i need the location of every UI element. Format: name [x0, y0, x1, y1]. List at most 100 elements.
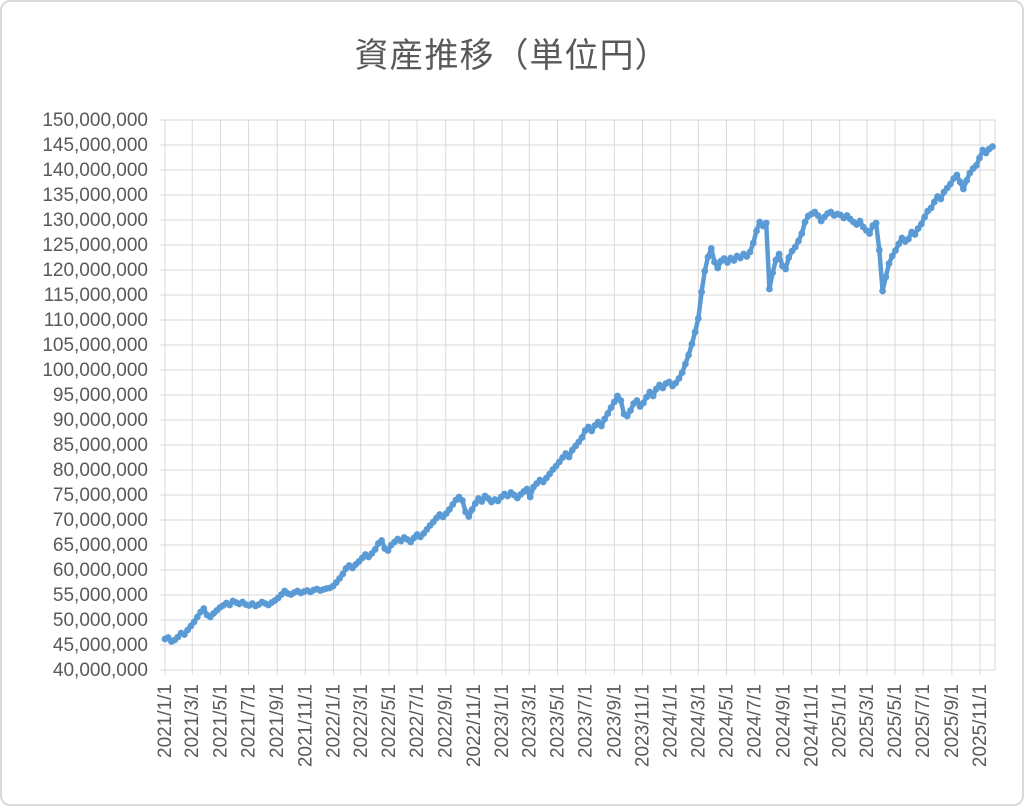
y-tick-label: 110,000,000: [44, 310, 148, 331]
data-point: [610, 398, 618, 406]
data-point: [378, 537, 385, 544]
data-point: [872, 219, 880, 227]
data-point: [578, 434, 586, 441]
data-point: [446, 506, 453, 513]
y-tick-label: 40,000,000: [53, 660, 148, 681]
x-tick-label: 2025/3/1: [857, 684, 878, 758]
data-point: [523, 485, 531, 493]
data-point: [960, 185, 967, 193]
data-point: [882, 273, 890, 281]
x-tick-label: 2022/7/1: [407, 684, 428, 758]
y-tick-label: 60,000,000: [53, 560, 148, 581]
data-point: [649, 392, 657, 400]
data-point: [459, 497, 466, 504]
y-tick-label: 65,000,000: [53, 535, 148, 556]
x-tick-label: 2023/9/1: [604, 684, 625, 758]
x-tick-label: 2022/5/1: [379, 684, 400, 758]
data-point: [930, 198, 938, 206]
x-tick-label: 2023/3/1: [519, 684, 540, 758]
data-point: [643, 393, 650, 401]
data-point: [892, 247, 899, 254]
data-point: [698, 288, 705, 296]
x-tick-label: 2025/5/1: [885, 684, 906, 758]
data-point: [682, 360, 689, 368]
x-tick-label: 2022/11/1: [464, 684, 485, 767]
data-point: [866, 230, 873, 237]
data-point: [190, 618, 198, 626]
y-tick-label: 105,000,000: [42, 335, 148, 356]
data-point: [714, 264, 722, 272]
data-point: [685, 351, 692, 359]
data-point: [963, 177, 970, 184]
data-point: [875, 246, 883, 254]
data-point: [905, 235, 912, 243]
data-point: [856, 217, 864, 225]
data-point: [749, 239, 757, 247]
data-point: [678, 369, 686, 376]
y-tick-label: 135,000,000: [42, 185, 148, 206]
data-point: [701, 267, 709, 275]
data-point: [604, 410, 612, 417]
y-tick-label: 75,000,000: [53, 485, 148, 506]
data-point: [465, 513, 473, 520]
data-point: [707, 245, 715, 252]
x-tick-label: 2022/1/1: [324, 684, 345, 758]
data-point: [766, 285, 773, 293]
y-tick-label: 100,000,000: [42, 360, 148, 381]
x-tick-label: 2021/3/1: [182, 684, 203, 758]
data-point: [339, 570, 347, 578]
data-point: [193, 613, 201, 621]
data-point: [588, 427, 596, 435]
data-point: [888, 252, 896, 260]
data-point: [762, 219, 770, 227]
data-point: [801, 218, 809, 226]
x-tick-label: 2025/7/1: [913, 684, 934, 758]
data-point: [200, 605, 208, 612]
x-tick-label: 2023/7/1: [576, 684, 597, 758]
data-point: [798, 230, 806, 237]
data-point: [640, 399, 647, 407]
x-tick-label: 2021/1/1: [155, 684, 176, 758]
data-point: [795, 237, 802, 245]
data-point: [918, 220, 925, 228]
data-point: [694, 315, 702, 322]
data-point: [791, 243, 799, 251]
data-point: [953, 171, 961, 179]
y-tick-label: 130,000,000: [42, 210, 148, 231]
data-point: [607, 404, 615, 411]
chart-title: 資産推移（単位円）: [354, 37, 670, 75]
y-tick-label: 45,000,000: [53, 635, 148, 656]
y-tick-label: 80,000,000: [53, 460, 148, 481]
data-point: [895, 240, 903, 248]
y-tick-label: 70,000,000: [53, 510, 148, 531]
data-point: [691, 328, 699, 336]
data-point: [633, 397, 641, 404]
x-tick-label: 2022/9/1: [436, 684, 457, 758]
data-point: [617, 397, 625, 404]
x-tick-label: 2024/11/1: [801, 684, 822, 767]
data-point-markers: [161, 143, 996, 645]
data-point: [704, 253, 712, 261]
x-tick-label: 2021/7/1: [239, 684, 260, 758]
data-point: [921, 213, 928, 221]
data-point: [598, 422, 605, 430]
data-point: [711, 258, 718, 266]
data-point: [782, 265, 789, 273]
y-tick-label: 115,000,000: [44, 285, 148, 306]
data-point: [989, 143, 996, 150]
data-point: [772, 256, 780, 264]
data-point: [623, 412, 631, 420]
x-tick-label: 2025/1/1: [830, 684, 851, 758]
data-point: [947, 180, 954, 188]
data-series-line: [162, 144, 995, 644]
data-point: [976, 154, 983, 162]
data-point: [627, 407, 634, 414]
data-point: [688, 340, 696, 348]
y-tick-label: 90,000,000: [53, 410, 148, 431]
data-point: [753, 227, 760, 235]
y-tick-label: 145,000,000: [42, 135, 148, 156]
y-tick-label: 55,000,000: [53, 585, 148, 606]
x-tick-label: 2025/9/1: [942, 684, 963, 758]
